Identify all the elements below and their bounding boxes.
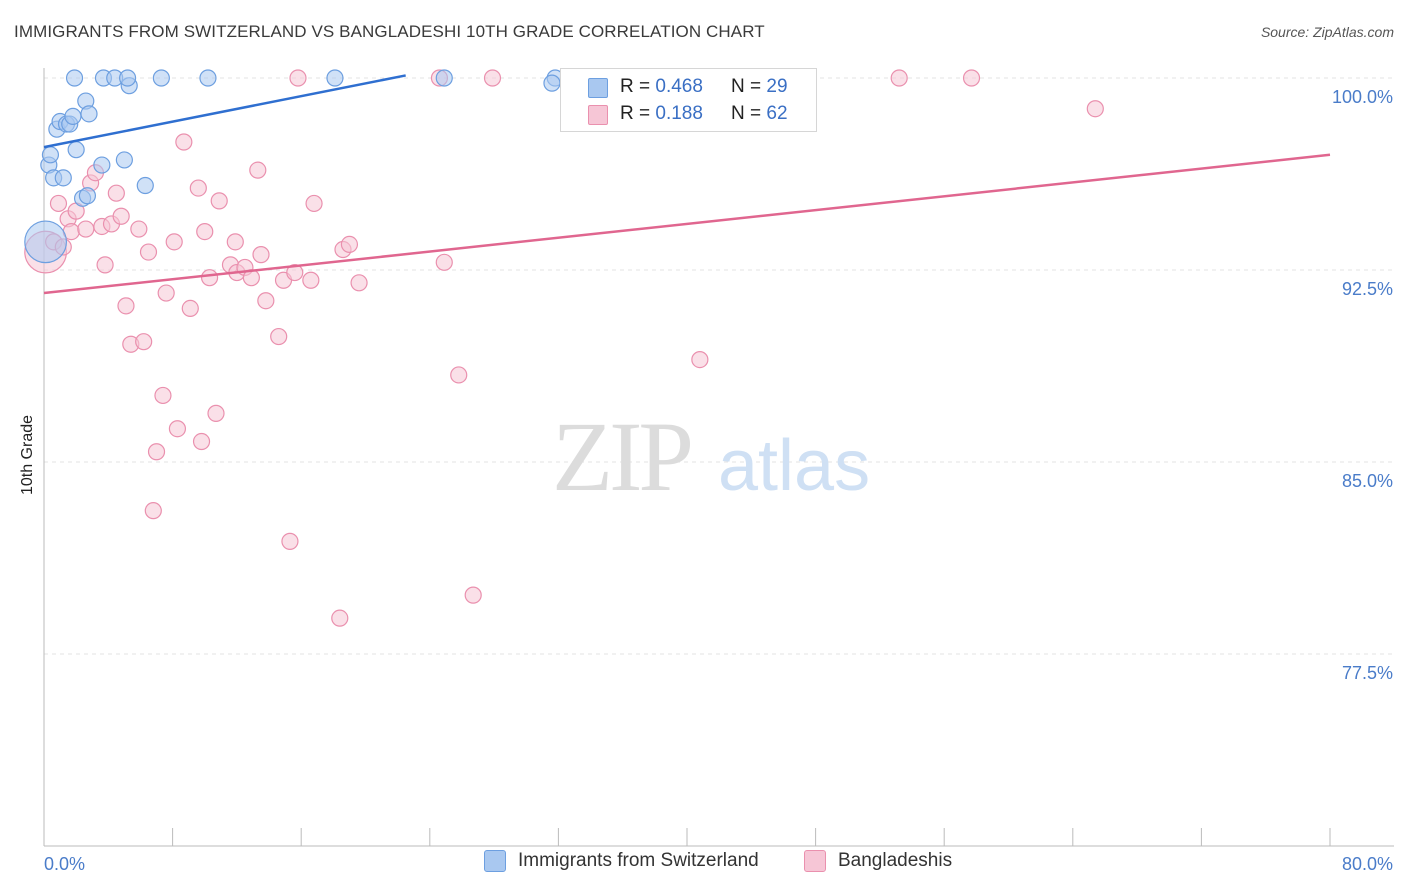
switzerland-point xyxy=(67,141,85,159)
y-tick-label: 77.5% xyxy=(1342,663,1393,683)
bangladeshi-point xyxy=(890,69,908,87)
bangladeshi-point xyxy=(281,532,299,550)
legend-r: R = 0.188 xyxy=(620,103,703,124)
legend-swatch-pink xyxy=(588,105,608,125)
switzerland-point xyxy=(435,69,453,87)
switzerland-point xyxy=(326,69,344,87)
watermark-zip: ZIP xyxy=(552,401,690,512)
bangladeshi-point xyxy=(49,194,68,213)
bangladeshi-point xyxy=(286,263,304,282)
bangladeshi-point xyxy=(207,404,225,422)
y-tick-label: 85.0% xyxy=(1342,471,1393,491)
watermark-atlas: atlas xyxy=(718,426,870,506)
bangladeshi-point xyxy=(181,299,199,317)
bangladeshi-point xyxy=(196,223,214,241)
bangladeshi-point xyxy=(270,327,288,346)
bangladeshi-point xyxy=(464,586,482,604)
bangladeshi-point xyxy=(305,194,323,213)
bangladeshi-point xyxy=(165,233,183,251)
switzerland-point xyxy=(54,169,72,187)
bangladeshi-point xyxy=(96,256,114,274)
bangladeshi-point xyxy=(168,420,187,438)
bangladeshi-point xyxy=(192,432,211,451)
series-legend: Immigrants from Switzerland Bangladeshis xyxy=(0,850,1406,880)
bangladeshi-point xyxy=(483,69,502,87)
switzerland-point xyxy=(543,74,561,92)
trend-lines xyxy=(43,74,1331,295)
bangladeshi-point xyxy=(252,246,270,264)
bangladeshi-point xyxy=(135,333,153,351)
legend-label: Bangladeshis xyxy=(838,850,953,871)
legend-swatch-pink xyxy=(804,850,826,872)
legend-r: R = 0.468 xyxy=(620,76,703,97)
x-tick-label-min: 0.0% xyxy=(44,854,85,874)
legend-swatch-blue xyxy=(484,850,506,872)
bangladeshi-point xyxy=(691,351,709,369)
legend-n: N = 62 xyxy=(731,103,788,124)
correlation-legend: R = 0.468 N = 29 R = 0.188 N = 62 xyxy=(560,68,817,132)
switzerland-point xyxy=(152,69,170,87)
bangladeshi-point xyxy=(189,179,207,197)
switzerland-point xyxy=(80,105,98,123)
bangladeshi-point xyxy=(289,69,307,87)
bangladeshi-point xyxy=(249,161,267,179)
y-tick-label: 92.5% xyxy=(1342,279,1393,299)
legend-label: Immigrants from Switzerland xyxy=(518,850,759,871)
switzerland-point xyxy=(199,69,217,87)
bangladeshi-point xyxy=(154,386,172,405)
switzerland-point xyxy=(136,176,154,195)
legend-item-switzerland[interactable]: Immigrants from Switzerland xyxy=(484,850,759,872)
y-tick-label: 100.0% xyxy=(1332,87,1393,107)
bangladeshi-point xyxy=(147,443,166,461)
bangladeshi-point xyxy=(302,271,320,289)
bangladeshi-point xyxy=(200,269,219,287)
grid-lines xyxy=(44,77,1394,655)
switzerland-trend-line xyxy=(43,74,406,149)
bangladeshi-point xyxy=(139,243,158,261)
bangladeshi-point xyxy=(107,184,125,202)
legend-swatch-blue xyxy=(588,78,608,98)
bangladeshi-point xyxy=(257,292,275,310)
bangladeshi-point xyxy=(175,133,193,151)
bangladeshi-point xyxy=(962,69,981,87)
bangladeshi-point xyxy=(350,274,368,292)
x-tick-label-max: 80.0% xyxy=(1342,854,1393,874)
bangladeshi-point xyxy=(130,220,148,238)
axes xyxy=(43,68,1394,847)
bangladeshi-point xyxy=(340,235,359,253)
bangladeshi-point xyxy=(450,366,468,384)
bangladeshi-point xyxy=(226,233,244,251)
switzerland-point xyxy=(93,156,111,174)
bangladeshi-point xyxy=(144,502,162,520)
tick-labels: 100.0% 92.5% 85.0% 77.5% 0.0% 80.0% xyxy=(44,87,1393,874)
bangladeshi-point xyxy=(157,284,175,302)
bangladeshi-point xyxy=(331,609,349,627)
legend-item-bangladeshis[interactable]: Bangladeshis xyxy=(804,850,952,872)
bangladeshi-point xyxy=(77,220,95,238)
bangladeshi-point xyxy=(1086,100,1104,118)
watermark: ZIP atlas xyxy=(552,401,870,512)
switzerland-point xyxy=(64,107,82,126)
switzerland-point xyxy=(41,146,60,164)
switzerland-point xyxy=(65,69,84,87)
bangladeshi-trend-line xyxy=(43,153,1331,295)
switzerland-point xyxy=(78,187,97,205)
switzerland-point xyxy=(118,69,137,87)
chart-title: IMMIGRANTS FROM SWITZERLAND VS BANGLADES… xyxy=(14,22,765,41)
switzerland-point xyxy=(24,220,68,264)
bangladeshi-point xyxy=(210,192,228,210)
legend-n: N = 29 xyxy=(731,76,788,97)
bangladeshi-point xyxy=(112,207,130,225)
switzerland-point xyxy=(115,151,133,169)
bangladeshi-point xyxy=(435,253,453,271)
series-switzerland-points xyxy=(24,69,564,264)
series-bangladeshis-points xyxy=(24,69,1104,627)
bangladeshi-point xyxy=(117,297,135,315)
chart-source: Source: ZipAtlas.com xyxy=(1260,24,1394,40)
